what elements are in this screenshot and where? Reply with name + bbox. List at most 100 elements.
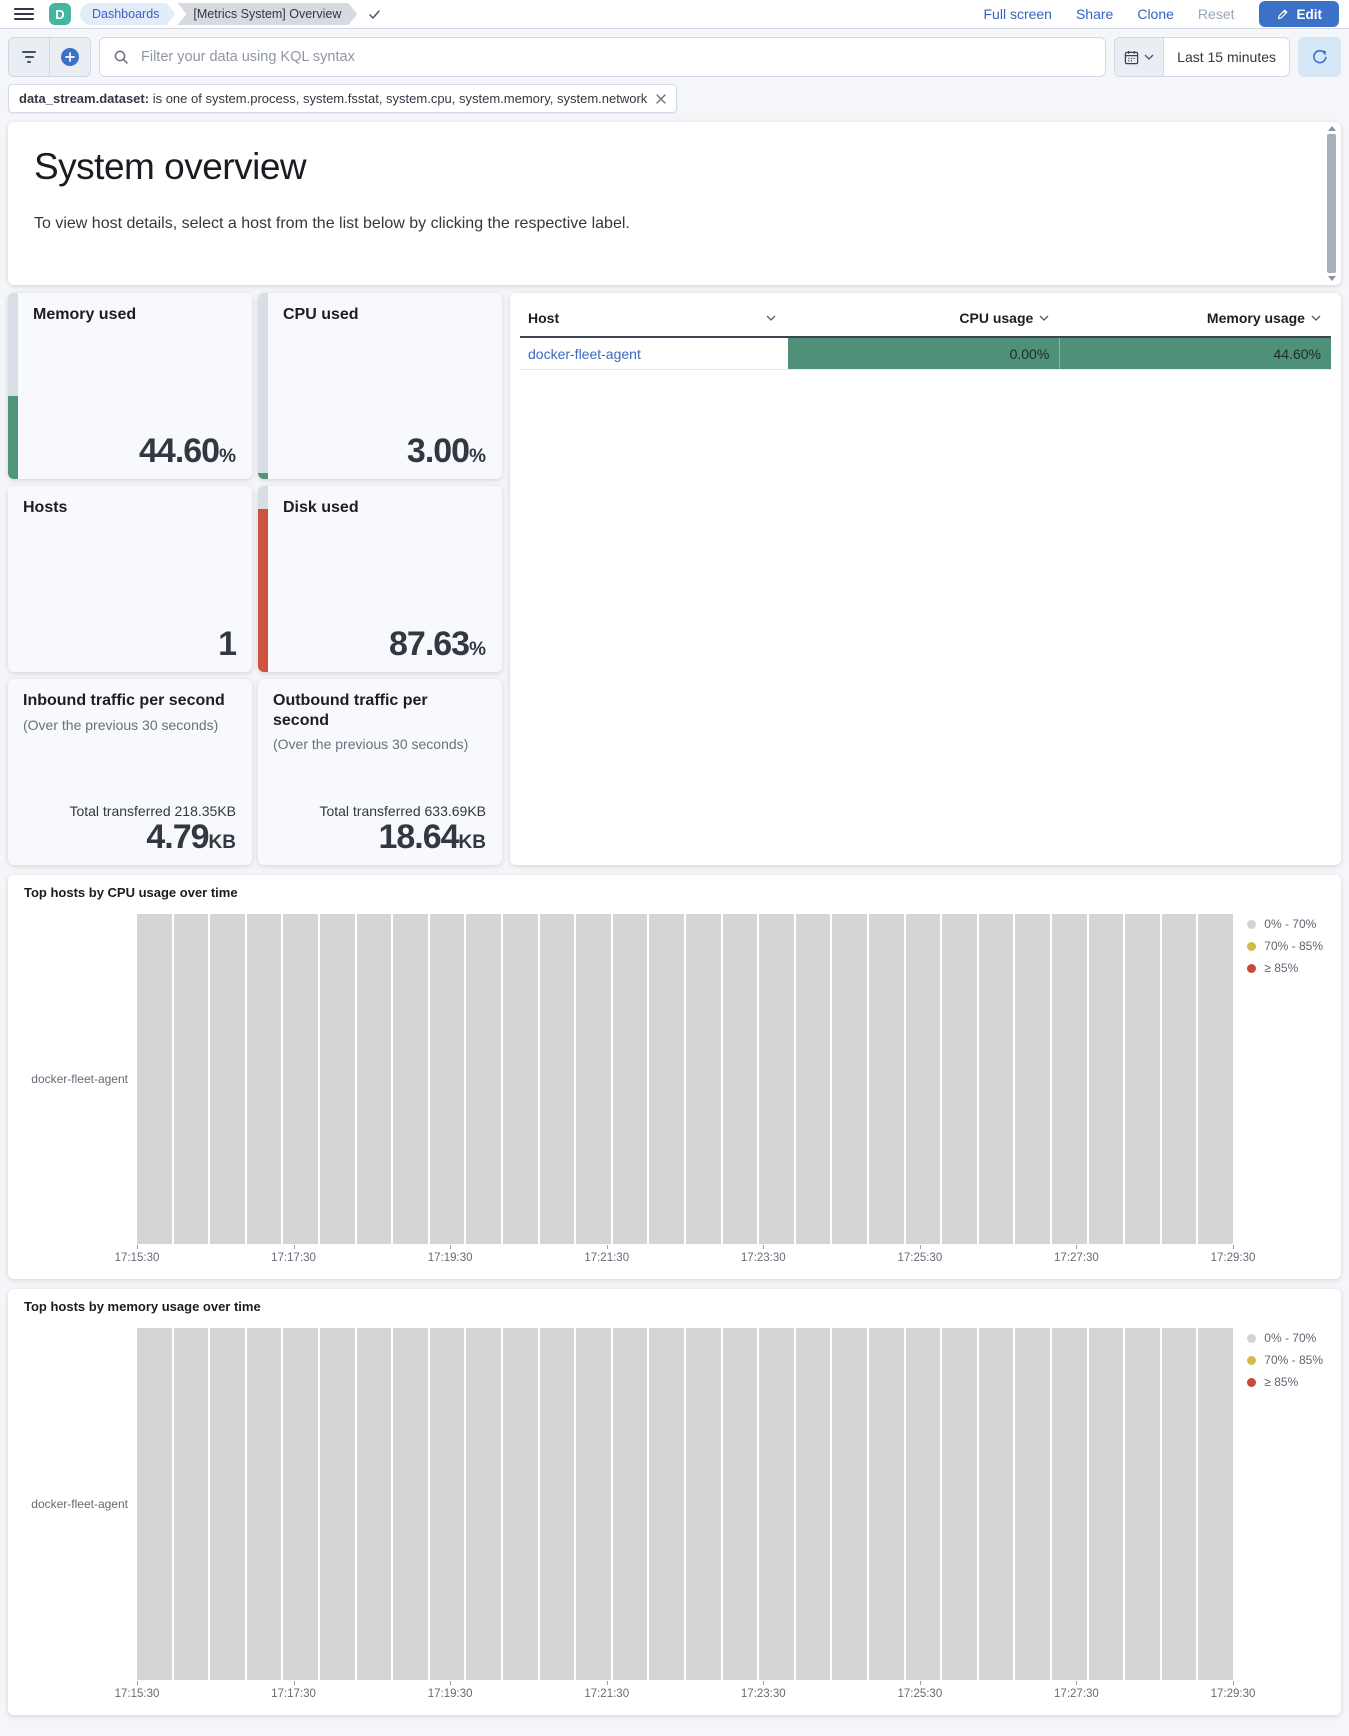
y-axis-label[interactable]: docker-fleet-agent [31,1072,128,1086]
heatmap-cell[interactable] [1088,1328,1124,1680]
heatmap-cell[interactable] [1051,1328,1087,1680]
full-screen-link[interactable]: Full screen [983,6,1052,22]
date-picker-calendar-button[interactable] [1115,38,1165,76]
menu-icon[interactable] [14,7,34,21]
filter-pill[interactable]: data_stream.dataset: is one of system.pr… [8,84,678,113]
heatmap-cell[interactable] [576,1328,611,1680]
date-picker: Last 15 minutes [1114,37,1290,77]
heatmap-cell[interactable] [539,914,575,1244]
heatmap-cell[interactable] [210,914,245,1244]
share-link[interactable]: Share [1075,6,1114,22]
scroll-up-icon[interactable] [1327,126,1336,131]
heatmap-cell[interactable] [173,914,209,1244]
heatmap-cell[interactable] [1051,914,1087,1244]
heatmap-cell[interactable] [356,914,392,1244]
cpu-usage-cell[interactable]: 0.00% [787,338,1060,369]
heatmap-cell[interactable] [1015,1328,1050,1680]
legend-label: 70% - 85% [1264,939,1323,953]
heatmap-cell[interactable] [210,1328,245,1680]
clone-link[interactable]: Clone [1137,6,1174,22]
heatmap-cell[interactable] [137,1328,172,1680]
heatmap-cell[interactable] [502,914,538,1244]
heatmap-cell[interactable] [429,1328,465,1680]
heatmap-cell[interactable] [319,914,355,1244]
heatmap-cell[interactable] [832,1328,867,1680]
heatmap-cell[interactable] [942,914,977,1244]
heatmap-cell[interactable] [173,1328,209,1680]
breadcrumb-current[interactable]: [Metrics System] Overview [177,3,357,25]
legend-item[interactable]: 0% - 70% [1247,1331,1323,1345]
close-icon[interactable] [656,93,666,104]
heatmap-cell[interactable] [1161,1328,1197,1680]
heatmap-cell[interactable] [283,914,318,1244]
heatmap-cell[interactable] [1198,1328,1233,1680]
heatmap-cell[interactable] [319,1328,355,1680]
heatmap-cell[interactable] [759,914,794,1244]
heatmap-cell[interactable] [246,914,282,1244]
heatmap-cell[interactable] [612,914,648,1244]
heatmap-cell[interactable] [1198,914,1233,1244]
heatmap-cell[interactable] [795,1328,831,1680]
scroll-down-icon[interactable] [1327,276,1336,281]
app-logo[interactable]: D [49,3,71,25]
heatmap-cell[interactable] [393,914,428,1244]
legend-item[interactable]: ≥ 85% [1247,961,1323,975]
breadcrumb-dashboards[interactable]: Dashboards [80,3,175,25]
y-axis-label[interactable]: docker-fleet-agent [31,1497,128,1511]
column-header-cpu-usage[interactable]: CPU usage [788,310,1060,326]
legend: 0% - 70% 70% - 85% ≥ 85% [1247,1331,1323,1389]
heatmap-cell[interactable] [978,1328,1014,1680]
filter-options-button[interactable] [9,38,50,76]
check-icon [367,7,382,22]
heatmap-cell[interactable] [283,1328,318,1680]
heatmap-cell[interactable] [1161,914,1197,1244]
add-filter-button[interactable] [50,38,90,76]
host-link[interactable]: docker-fleet-agent [528,345,641,362]
heatmap-cell[interactable] [942,1328,977,1680]
heatmap-cell[interactable] [649,1328,684,1680]
metric-tile-inbound-traffic: Inbound traffic per second (Over the pre… [8,679,252,865]
heatmap-cell[interactable] [429,914,465,1244]
heatmap-cell[interactable] [1088,914,1124,1244]
heatmap-cell[interactable] [795,914,831,1244]
heatmap-cell[interactable] [356,1328,392,1680]
heatmap-cell[interactable] [502,1328,538,1680]
legend-item[interactable]: 70% - 85% [1247,1353,1323,1367]
heatmap-cell[interactable] [722,914,758,1244]
heatmap-cell[interactable] [649,914,684,1244]
heatmap-cell[interactable] [685,1328,721,1680]
heatmap-cell[interactable] [868,914,904,1244]
heatmap-cell[interactable] [576,914,611,1244]
legend-item[interactable]: ≥ 85% [1247,1375,1323,1389]
kql-search-input[interactable] [139,48,1093,66]
heatmap-cell[interactable] [905,914,941,1244]
legend-label: 70% - 85% [1264,1353,1323,1367]
heatmap-cell[interactable] [759,1328,794,1680]
heatmap-cell[interactable] [832,914,867,1244]
scrollbar-thumb[interactable] [1327,134,1336,273]
time-range-display[interactable]: Last 15 minutes [1177,49,1276,65]
refresh-button[interactable] [1298,37,1341,77]
memory-usage-cell[interactable]: 44.60% [1059,338,1331,369]
heatmap-cell[interactable] [1015,914,1050,1244]
heatmap-cell[interactable] [1125,1328,1160,1680]
heatmap-cell[interactable] [393,1328,428,1680]
heatmap-cell[interactable] [466,1328,501,1680]
heatmap-cell[interactable] [905,1328,941,1680]
heatmap-cell[interactable] [539,1328,575,1680]
column-header-memory-usage[interactable]: Memory usage [1059,310,1331,326]
page-description: To view host details, select a host from… [34,215,630,232]
heatmap-cell[interactable] [978,914,1014,1244]
heatmap-cell[interactable] [246,1328,282,1680]
legend-item[interactable]: 0% - 70% [1247,917,1323,931]
heatmap-cell[interactable] [137,914,172,1244]
heatmap-cell[interactable] [466,914,501,1244]
legend-item[interactable]: 70% - 85% [1247,939,1323,953]
column-header-host[interactable]: Host [520,310,788,326]
heatmap-cell[interactable] [1125,914,1160,1244]
heatmap-cell[interactable] [612,1328,648,1680]
edit-button[interactable]: Edit [1258,1,1339,27]
heatmap-cell[interactable] [722,1328,758,1680]
heatmap-cell[interactable] [685,914,721,1244]
heatmap-cell[interactable] [868,1328,904,1680]
